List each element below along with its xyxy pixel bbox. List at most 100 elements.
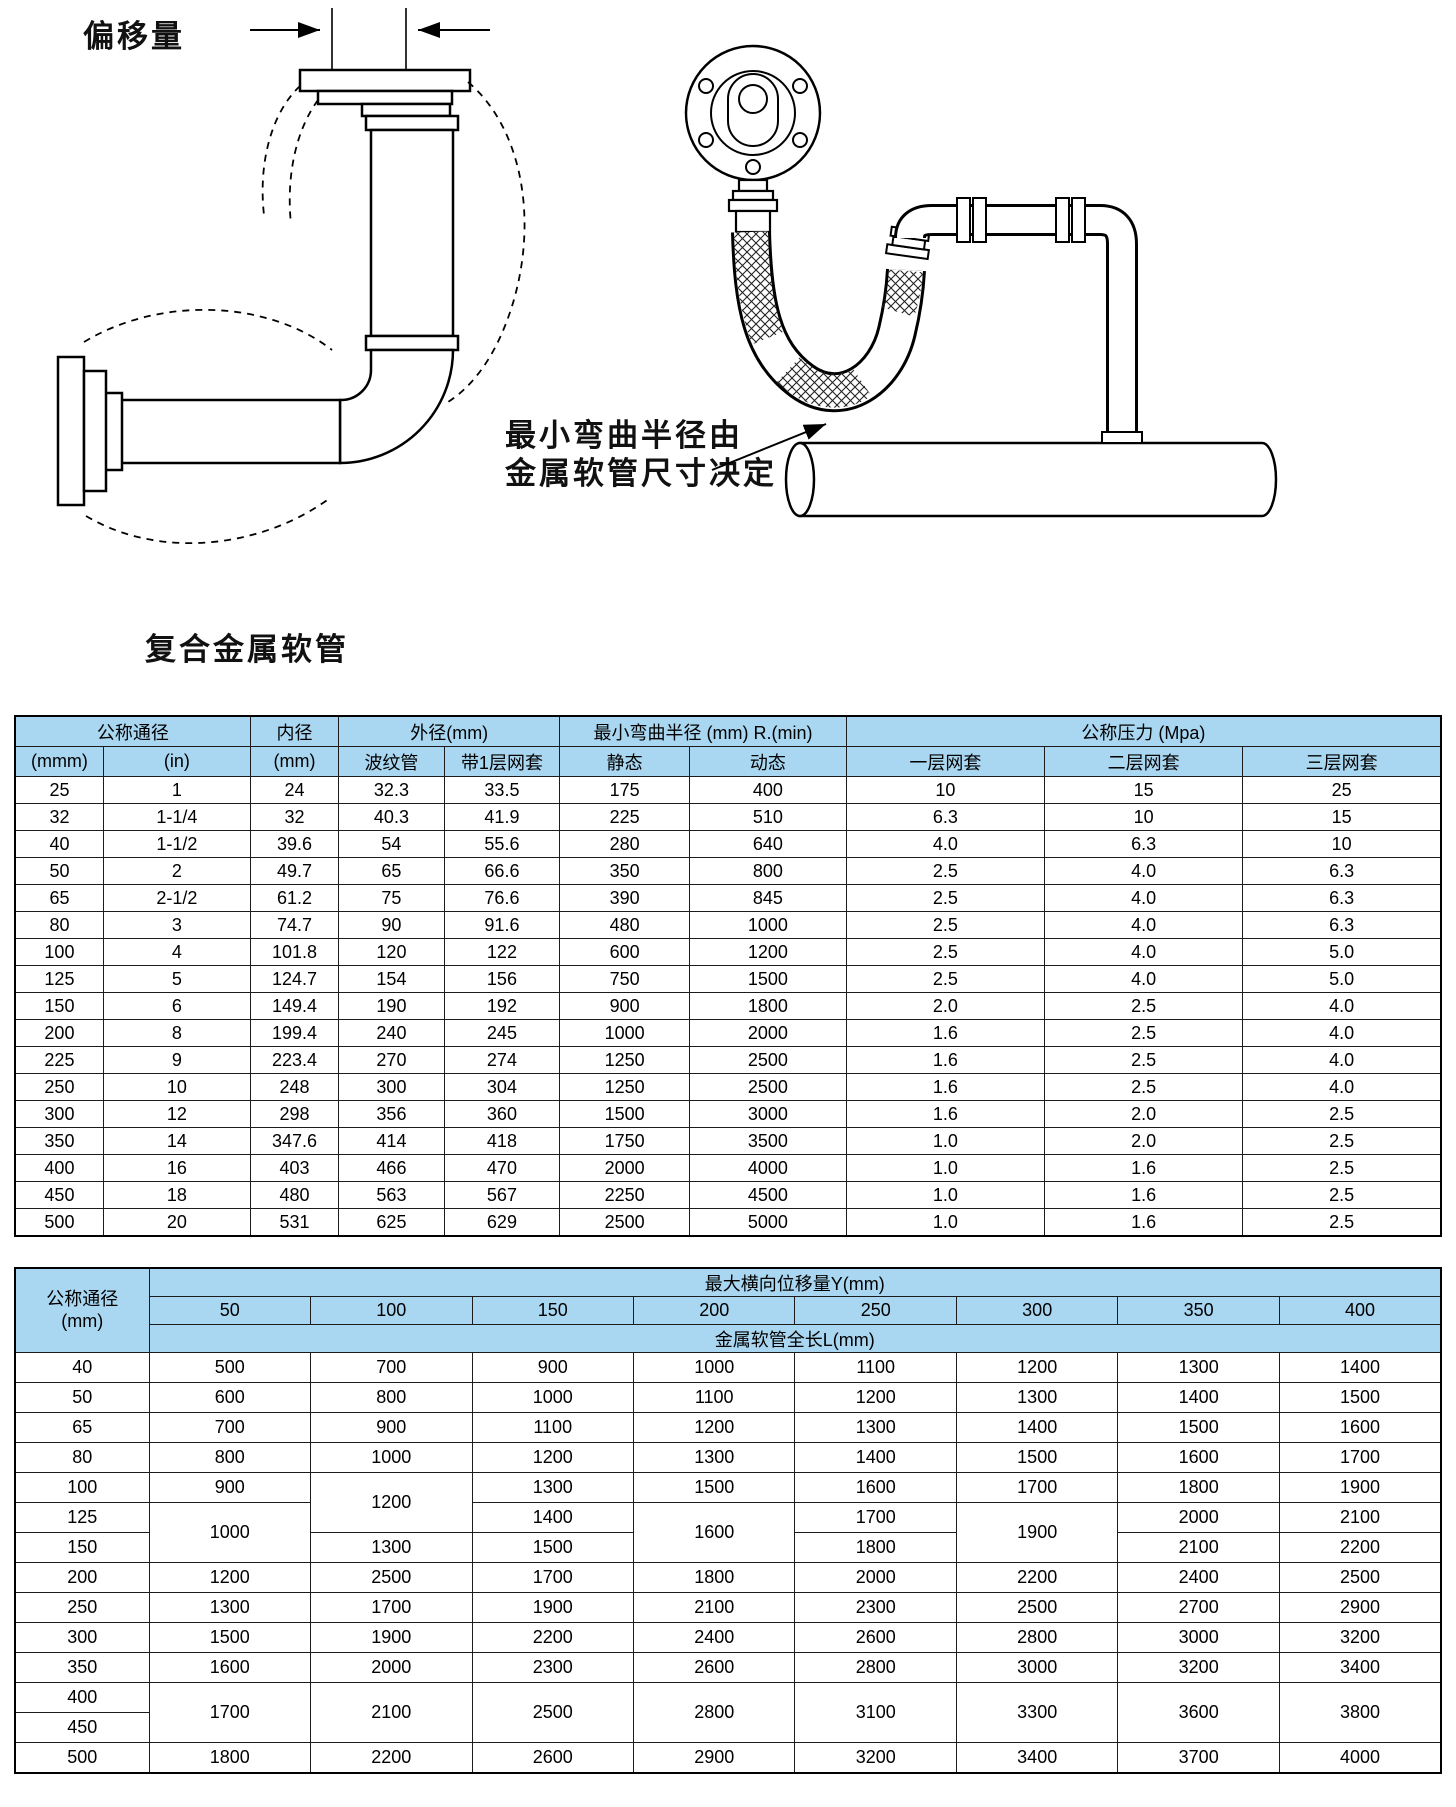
t1-cell: 400: [14, 1154, 104, 1182]
t1-cell: 8: [102, 1019, 251, 1047]
t1-group-header: 公称压力 (Mpa): [845, 715, 1442, 747]
t1-cell: 25: [1242, 776, 1442, 804]
t2-cell: 2100: [1278, 1502, 1442, 1533]
t1-cell: 2.5: [1242, 1208, 1442, 1237]
t1-cell: 10: [1242, 830, 1442, 858]
t1-cell: 2: [102, 857, 251, 885]
t2-cell: 900: [148, 1472, 312, 1503]
t1-cell: 480: [249, 1181, 340, 1209]
t2-cell: 1500: [955, 1442, 1119, 1473]
t2-cell: 1000: [148, 1502, 312, 1563]
t1-cell: 4.0: [1044, 857, 1244, 885]
t1-cell: 418: [443, 1127, 561, 1155]
t1-subheader: 二层网套: [1044, 746, 1244, 777]
t1-cell: 2.0: [1044, 1127, 1244, 1155]
t1-cell: 1000: [559, 1019, 690, 1047]
t2-cell: 200: [14, 1562, 150, 1593]
t2-cell: 250: [14, 1592, 150, 1623]
t2-cell: 3300: [955, 1682, 1119, 1743]
t2-cell: 600: [148, 1382, 312, 1413]
t2-cell: 1100: [632, 1382, 796, 1413]
t2-cell: 1400: [1278, 1352, 1442, 1383]
t1-row: 150 6 149.4 190 192 900 1800 2.0 2.5 4.0: [14, 992, 1442, 1020]
t1-cell: 5.0: [1242, 938, 1442, 966]
t1-cell: 403: [249, 1154, 340, 1182]
t2-cell: 3400: [955, 1742, 1119, 1774]
t1-cell: 41.9: [443, 803, 561, 831]
t1-cell: 300: [338, 1073, 445, 1101]
dimensions-pressure-table: 公称通径 内径 外径(mm) 最小弯曲半径 (mm) R.(min) 公称压力 (Mpa…: [14, 715, 1442, 1237]
t1-cell: 3000: [688, 1100, 847, 1128]
bolt-hole: [745, 159, 761, 175]
t1-header: 公称通径 内径 外径(mm) 最小弯曲半径 (mm) R.(min) 公称压力 (Mpa…: [14, 715, 1442, 777]
offset-hose-drawing: 偏移量: [56, 8, 526, 667]
t2-cell: 125: [14, 1502, 150, 1533]
t1-row: 200 8 199.4 240 245 1000 2000 1.6 2.5 4.0: [14, 1019, 1442, 1047]
t1-cell: 1.6: [1044, 1154, 1244, 1182]
t1-cell: 1.0: [845, 1208, 1046, 1237]
t1-cell: 4.0: [1044, 965, 1244, 993]
t1-cell: 2.5: [845, 938, 1046, 966]
t2-cell: 3200: [1117, 1652, 1280, 1683]
t2-cell: 1100: [471, 1412, 634, 1443]
t1-cell: 190: [338, 992, 445, 1020]
t2-cell: 400: [14, 1682, 150, 1713]
t1-cell: 350: [14, 1127, 104, 1155]
bolt-hole: [792, 78, 808, 94]
t1-cell: 2.5: [1242, 1127, 1442, 1155]
t1-cell: 40.3: [338, 803, 445, 831]
t2-col-row: 50 100 150 200 250 300 350 400: [15, 1296, 1442, 1325]
t2-cell: 2100: [632, 1592, 796, 1623]
t1-cell: 6.3: [845, 803, 1046, 831]
t1-cell: 80: [14, 911, 104, 939]
t1-cell: 2500: [688, 1073, 847, 1101]
t2-row: 400 1700 2100 2500 2800 3100 3300 3600 3800: [14, 1682, 1442, 1743]
t1-cell: 2.5: [845, 884, 1046, 912]
t1-cell: 1000: [688, 911, 847, 939]
t1-row: 80 3 74.7 90 91.6 480 1000 2.5 4.0 6.3: [14, 911, 1442, 939]
t2-cell: 3000: [1117, 1622, 1280, 1653]
t1-cell: 2-1/2: [102, 884, 251, 912]
hose-fitting: [727, 178, 779, 234]
t1-cell: 156: [443, 965, 561, 993]
braided-hose: [731, 231, 926, 413]
t2-row: 40 500 700 900 1000 1100 1200 1300 1400: [14, 1352, 1442, 1383]
t1-cell: 24: [249, 776, 340, 804]
t1-cell: 65: [338, 857, 445, 885]
t2-cell: 3700: [1117, 1742, 1280, 1774]
t1-cell: 750: [559, 965, 690, 993]
t1-row: 100 4 101.8 120 122 600 1200 2.5 4.0 5.0: [14, 938, 1442, 966]
t2-cell: 2600: [471, 1742, 634, 1774]
t1-cell: 4000: [688, 1154, 847, 1182]
t1-group-header: 公称通径: [14, 715, 251, 747]
t1-cell: 470: [443, 1154, 561, 1182]
t2-col-header: 250: [794, 1296, 957, 1325]
t1-cell: 280: [559, 830, 690, 858]
t1-cell: 61.2: [249, 884, 340, 912]
t1-cell: 10: [1044, 803, 1244, 831]
t1-cell: 91.6: [443, 911, 561, 939]
t2-cell: 1400: [471, 1502, 634, 1533]
t1-cell: 1500: [559, 1100, 690, 1128]
t1-cell: 225: [559, 803, 690, 831]
t2-cell: 2500: [471, 1682, 634, 1743]
t2-cell: 1300: [1117, 1352, 1280, 1383]
t2-cell: 1000: [471, 1382, 634, 1413]
t2-cell: 1100: [794, 1352, 957, 1383]
t2-cell: 350: [14, 1652, 150, 1683]
t1-cell: 122: [443, 938, 561, 966]
t1-cell: 466: [338, 1154, 445, 1182]
t2-cell: 2500: [310, 1562, 473, 1593]
t1-cell: 90: [338, 911, 445, 939]
t2-cell: 1000: [310, 1442, 473, 1473]
t1-cell: 2.5: [1242, 1154, 1442, 1182]
t1-group-header: 内径: [249, 715, 340, 747]
t2-row: 65 700 900 1100 1200 1300 1400 1500 1600: [14, 1412, 1442, 1443]
t2-cell: 80: [14, 1442, 150, 1473]
t1-cell: 2.0: [845, 992, 1046, 1020]
t1-row: 65 2-1/2 61.2 75 76.6 390 845 2.5 4.0 6.3: [14, 884, 1442, 912]
t1-cell: 4.0: [1044, 911, 1244, 939]
t2-cell: 1800: [148, 1742, 312, 1774]
t1-cell: 12: [102, 1100, 251, 1128]
bolt-hole: [698, 78, 714, 94]
